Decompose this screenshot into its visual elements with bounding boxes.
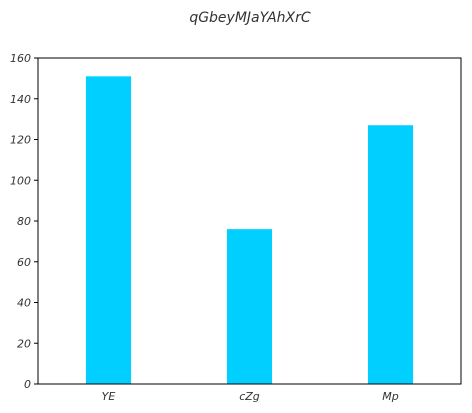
bar-YE <box>85 76 132 385</box>
y-tick-label: 60 <box>17 256 31 269</box>
x-tick-label: cZg <box>239 390 260 403</box>
y-tick-label: 20 <box>17 337 31 350</box>
y-tick-label: 140 <box>10 93 31 106</box>
bar-cZg <box>226 229 273 384</box>
x-tick-label: Mp <box>382 390 398 403</box>
plot-frame <box>37 57 462 385</box>
y-tick-label: 120 <box>10 134 31 147</box>
bar-Mp <box>367 125 414 385</box>
x-tick-label: YE <box>102 390 116 403</box>
bars-group <box>85 76 414 385</box>
y-tick-label: 80 <box>17 215 31 228</box>
y-tick-label: 100 <box>10 174 31 187</box>
x-axis: YE cZg Mp <box>102 390 399 403</box>
y-tick-label: 0 <box>24 378 31 391</box>
y-axis: 0 20 40 60 80 100 120 140 160 <box>10 52 38 391</box>
y-tick-label: 160 <box>10 52 31 65</box>
chart-title: qGbeyMJaYAhXrC <box>189 10 311 26</box>
y-tick-label: 40 <box>17 297 31 310</box>
